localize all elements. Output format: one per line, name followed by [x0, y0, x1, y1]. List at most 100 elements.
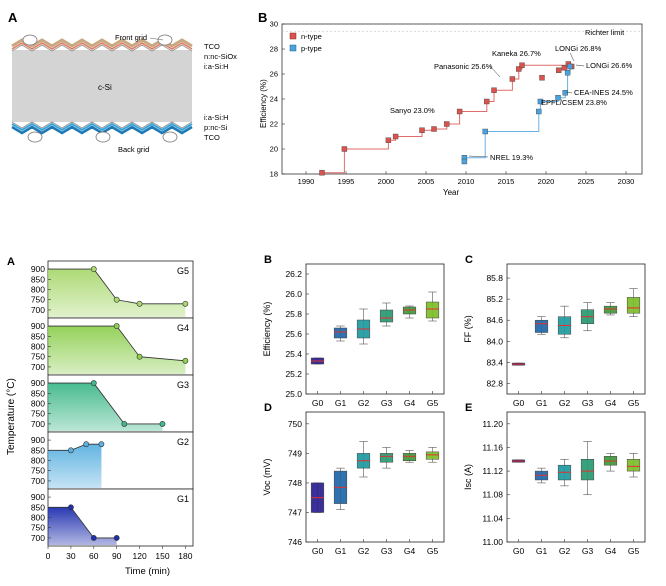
panel-letter-top-a: A — [8, 10, 18, 25]
record-point-n-type — [484, 98, 490, 105]
row-label-G5: G5 — [177, 266, 189, 276]
x-tick-label: G2 — [559, 546, 571, 556]
x-tick-label: G5 — [427, 398, 439, 408]
y-tick-label: 700 — [31, 362, 45, 372]
box-G5 — [425, 301, 440, 319]
panel-letter-C: C — [465, 254, 473, 266]
y-tick-label: 22 — [270, 120, 278, 129]
x-tick-label: G4 — [404, 546, 416, 556]
panel-letter-bottom-a: A — [7, 256, 15, 268]
x-tick-label: 2000 — [378, 177, 395, 186]
y-tick-label: 747 — [288, 507, 302, 517]
record-point-p-type — [564, 70, 571, 76]
y-tick-label: 900 — [31, 321, 45, 331]
y-tick-label: 900 — [31, 492, 45, 502]
y-tick-label: 800 — [31, 399, 45, 409]
profile-area-G1 — [48, 507, 117, 545]
y-tick-label: 84.0 — [486, 336, 503, 346]
record-point-n-type — [509, 76, 516, 82]
y-tick-label: 800 — [31, 342, 45, 352]
x-tick-label: G3 — [582, 546, 594, 556]
y-tick-label: 750 — [31, 409, 45, 419]
label-top-i: i:a-Si:H — [204, 62, 229, 71]
x-tick-label: G0 — [312, 546, 324, 556]
profile-point-G4 — [136, 353, 143, 360]
record-point-p-type — [461, 158, 468, 165]
series-markers — [319, 61, 575, 176]
y-tick-label: 750 — [31, 352, 45, 362]
record-point-n-type — [561, 65, 568, 71]
y-tick-label: 83.4 — [486, 357, 503, 367]
x-tick-label: G0 — [312, 398, 324, 408]
y-tick-label: 800 — [31, 513, 45, 523]
temperature-rows: G5900850800750700G4900850800750700G39008… — [31, 260, 194, 547]
y-tick-label: 850 — [31, 502, 45, 512]
y-tick-label: 84.6 — [486, 315, 503, 325]
box-G4 — [603, 305, 618, 314]
x-tick-label: 1990 — [298, 177, 315, 186]
box-G1 — [534, 319, 549, 333]
y-tick-label: 748 — [288, 478, 302, 488]
x-tick-label: G4 — [605, 398, 617, 408]
y-tick-label: 800 — [31, 456, 45, 466]
record-point-n-type — [319, 170, 325, 176]
profile-point-G3 — [121, 421, 128, 427]
x-tick-label: G0 — [513, 398, 525, 408]
legend-label-n-type: n-type — [301, 32, 322, 41]
x-tick-label: G1 — [335, 546, 347, 556]
y-tick-label: 850 — [31, 331, 45, 341]
y-axis-label: FF (%) — [463, 315, 473, 343]
x-tick-label: G4 — [404, 398, 416, 408]
x-tick-label: 0 — [46, 551, 51, 561]
profile-point-G1 — [113, 535, 120, 541]
plot-frame — [305, 411, 445, 543]
x-tick-label: 2005 — [418, 177, 435, 186]
y-tick-label: 11.00 — [482, 537, 503, 547]
y-tick-label: 900 — [31, 264, 45, 274]
plot-frame — [305, 263, 445, 395]
y-tick-label: 25.0 — [285, 389, 302, 399]
y-axis-label: Efficiency (%) — [262, 302, 272, 357]
legend-marker-n-type — [289, 32, 297, 40]
profile-point-G5 — [136, 300, 143, 307]
bottom-i-layer — [11, 121, 193, 129]
box-panel-C: C 82.8 83.4 84.0 84.6 85.2 85.8 G0 G1 G2 G3 G4 G5 FF … — [463, 254, 646, 408]
y-tick-label: 26.0 — [285, 289, 302, 299]
back-grid-finger — [95, 131, 111, 143]
y-tick-label: 25.2 — [285, 369, 302, 379]
y-axis-label: Voc (mV) — [262, 458, 272, 495]
label-top-n: n:nc-SiOx — [204, 52, 237, 61]
record-point-n-type — [519, 62, 525, 68]
x-tick-label: G1 — [335, 398, 347, 408]
y-tick-label: 11.16 — [482, 442, 503, 452]
record-point-n-type — [341, 146, 348, 152]
record-point-n-type — [516, 66, 522, 72]
y-tick-label: 700 — [31, 533, 45, 543]
y-tick-label: 700 — [31, 419, 45, 429]
time-xlabel: Time (min) — [125, 566, 170, 577]
y-tick-label: 850 — [31, 388, 45, 398]
plot-frame — [506, 263, 646, 395]
x-tick-label: 2025 — [578, 177, 595, 186]
x-tick-label: 2020 — [538, 177, 555, 186]
x-tick-label: G5 — [628, 398, 640, 408]
annotation-longi-266: LONGi 26.6% — [586, 61, 633, 70]
profile-point-G4 — [182, 357, 189, 364]
y-tick-label: 749 — [288, 448, 302, 458]
back-grid-finger — [162, 131, 178, 143]
y-tick-label: 750 — [31, 295, 45, 305]
annotation-longi-268: LONGi 26.8% — [555, 44, 602, 53]
profile-line-G1 — [48, 506, 117, 539]
profile-area-G3 — [48, 383, 163, 431]
profile-line-G2 — [48, 443, 102, 451]
y-tick-label: 850 — [31, 274, 45, 284]
y-tick-label: 20 — [270, 145, 278, 154]
box-G5 — [425, 451, 440, 460]
panel-letter-E: E — [465, 402, 472, 414]
record-point-n-type — [431, 126, 437, 132]
y-tick-label: 750 — [288, 419, 302, 429]
box-G5 — [626, 459, 641, 472]
x-tick-label: G1 — [536, 546, 548, 556]
profile-area-G2 — [48, 444, 102, 488]
